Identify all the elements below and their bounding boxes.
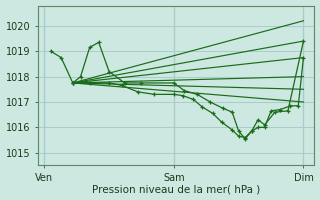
X-axis label: Pression niveau de la mer( hPa ): Pression niveau de la mer( hPa )	[92, 184, 260, 194]
